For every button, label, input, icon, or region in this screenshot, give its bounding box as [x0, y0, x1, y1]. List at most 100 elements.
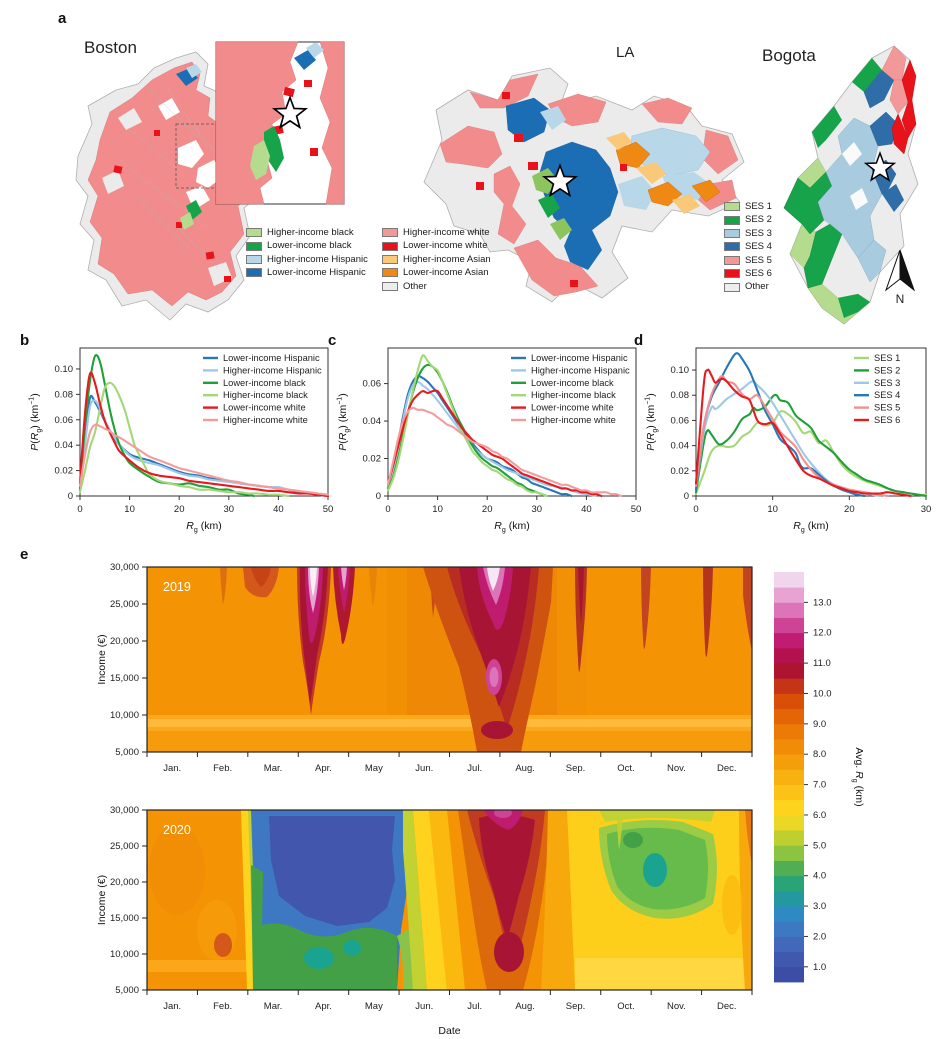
legend-item: SES 3: [724, 227, 772, 240]
legend-swatch: [246, 241, 262, 251]
income-tick-label: 5,000: [115, 747, 139, 758]
svg-text:0.06: 0.06: [363, 379, 382, 390]
legend-label: SES 5: [745, 254, 772, 266]
y-axis-label: P(Rg) (km−1): [645, 393, 660, 450]
legend-item: SES 2: [724, 213, 772, 226]
legend-swatch: [382, 281, 398, 291]
chart-d-bogota-distribution: 0 10 20 30 0 0.02 0.04 0.06 0.08 0.10 Rg (km) P(Rg)…: [645, 347, 931, 534]
month-label: Mar.: [264, 1001, 282, 1012]
chart-b-boston-distribution: 0 10 20 30 40 50 0 0.02 0.04 0.06 0.08 0.10 Rg (km) P…: [29, 347, 333, 534]
boston-map: [75, 41, 345, 321]
svg-text:20: 20: [174, 504, 185, 515]
y-axis-label: P(Rg) (km−1): [29, 393, 44, 450]
chart-legend-label: SES 5: [874, 403, 900, 413]
year-label: 2020: [163, 823, 191, 837]
legend-label: SES 2: [745, 214, 772, 226]
heatmap-2019: 5,000 10,000 15,000 20,000 25,000 30,000 Jan. F…: [96, 562, 753, 774]
income-tick-label: 30,000: [110, 562, 139, 573]
chart-legend-label: Higher-income white: [531, 415, 616, 425]
month-label: Feb.: [213, 763, 232, 774]
svg-text:0: 0: [684, 491, 689, 502]
date-axis-label: Date: [438, 1025, 460, 1037]
heatmap-2020: 5,000 10,000 15,000 20,000 25,000 30,000 Jan. F…: [96, 805, 753, 1037]
month-label: Dec.: [717, 1001, 737, 1012]
income-tick-label: 20,000: [110, 877, 139, 888]
svg-text:10: 10: [124, 504, 135, 515]
legend-label: Lower-income Hispanic: [267, 267, 366, 279]
svg-text:10: 10: [432, 504, 443, 515]
chart-legend-label: SES 1: [874, 353, 900, 363]
svg-text:40: 40: [581, 504, 592, 515]
chart-legend-label: SES 3: [874, 378, 900, 388]
legend-item: Lower-income Asian: [382, 266, 491, 279]
income-tick-label: 30,000: [110, 805, 139, 816]
month-label: Jan.: [163, 1001, 181, 1012]
legend-item: Higher-income Asian: [382, 253, 491, 266]
income-axis-label: Income (€): [96, 634, 108, 684]
legend-swatch: [724, 202, 740, 212]
chart-legend-label: SES 4: [874, 390, 900, 400]
legend-item: SES 4: [724, 240, 772, 253]
month-label: May: [365, 1001, 383, 1012]
series-line-SES 4: [694, 352, 866, 498]
chart-legend-label: Higher-income Hispanic: [531, 365, 630, 375]
chart-legend-label: Lower-income white: [223, 403, 306, 413]
north-arrow-icon: N: [884, 249, 916, 306]
month-label: Jul.: [467, 763, 482, 774]
bogota-map: [783, 45, 919, 325]
svg-text:30: 30: [532, 504, 543, 515]
colorbar-tick-label: 7.0: [813, 780, 826, 791]
series-line-Higher-income black: [386, 354, 548, 498]
month-label: Feb.: [213, 1001, 232, 1012]
legend-swatch: [246, 268, 262, 278]
legend-label: Other: [745, 281, 769, 293]
colorbar-label: Avg. Rg (km): [851, 747, 865, 806]
la-map-title: LA: [616, 44, 635, 61]
boston-inset: [215, 41, 345, 205]
panel-d-label: d: [634, 332, 644, 349]
colorbar-tick-label: 3.0: [813, 901, 826, 912]
boston-map-title: Boston: [84, 38, 137, 57]
svg-text:10: 10: [767, 504, 778, 515]
legend-label: Higher-income Asian: [403, 253, 491, 265]
svg-text:40: 40: [273, 504, 284, 515]
colorbar-tick-label: 12.0: [813, 628, 832, 639]
y-axis-label: P(Rg) (km−1): [337, 393, 352, 450]
chart-legend-label: Lower-income black: [223, 378, 306, 388]
series-line-SES 2: [694, 393, 928, 498]
race-income-legend-col1: Higher-income black Lower-income black Hig…: [246, 226, 368, 280]
legend-swatch: [246, 254, 262, 264]
legend-item: Higher-income white: [382, 226, 491, 239]
colorbar-avg-rg: 1.0 2.0 3.0 4.0 5.0 6.0 7.0 8.0 9.0 10.0 11.0 12.0 1…: [774, 572, 865, 983]
svg-text:20: 20: [482, 504, 493, 515]
chart-legend-label: Lower-income Hispanic: [223, 353, 320, 363]
legend-swatch: [382, 228, 398, 238]
chart-legend-label: SES 2: [874, 365, 900, 375]
colorbar-tick-label: 10.0: [813, 688, 832, 699]
panel-b-label: b: [20, 332, 30, 349]
chart-legend-label: Higher-income black: [531, 390, 616, 400]
month-label: Aug.: [515, 763, 535, 774]
svg-text:0.04: 0.04: [671, 441, 690, 452]
colorbar-tick-label: 8.0: [813, 749, 826, 760]
month-label: Sep.: [566, 1001, 586, 1012]
svg-text:0: 0: [77, 504, 82, 515]
svg-text:20: 20: [844, 504, 855, 515]
colorbar-tick-label: 9.0: [813, 719, 826, 730]
star-marker: [863, 151, 897, 182]
legend-label: SES 4: [745, 241, 772, 253]
panel-a-label: a: [58, 10, 67, 27]
year-label: 2019: [163, 580, 191, 594]
series-line-SES 6: [694, 368, 912, 498]
income-tick-label: 10,000: [110, 710, 139, 721]
series-line-Lower-income white: [386, 389, 603, 498]
svg-text:0: 0: [385, 504, 390, 515]
ses-legend: SES 1 SES 2 SES 3 SES 4 SES 5 SES 6 Other: [724, 200, 772, 294]
svg-text:0.10: 0.10: [671, 365, 690, 376]
chart-legend-label: Higher-income black: [223, 390, 308, 400]
colorbar-tick-label: 6.0: [813, 810, 826, 821]
legend-label: Other: [403, 280, 427, 292]
x-axis-label: Rg (km): [793, 520, 828, 534]
month-label: Jun.: [415, 763, 433, 774]
chart-c-la-distribution: 0 10 20 30 40 50 0 0.02 0.04 0.06 Rg (km) P(Rg) (km…: [337, 347, 641, 534]
